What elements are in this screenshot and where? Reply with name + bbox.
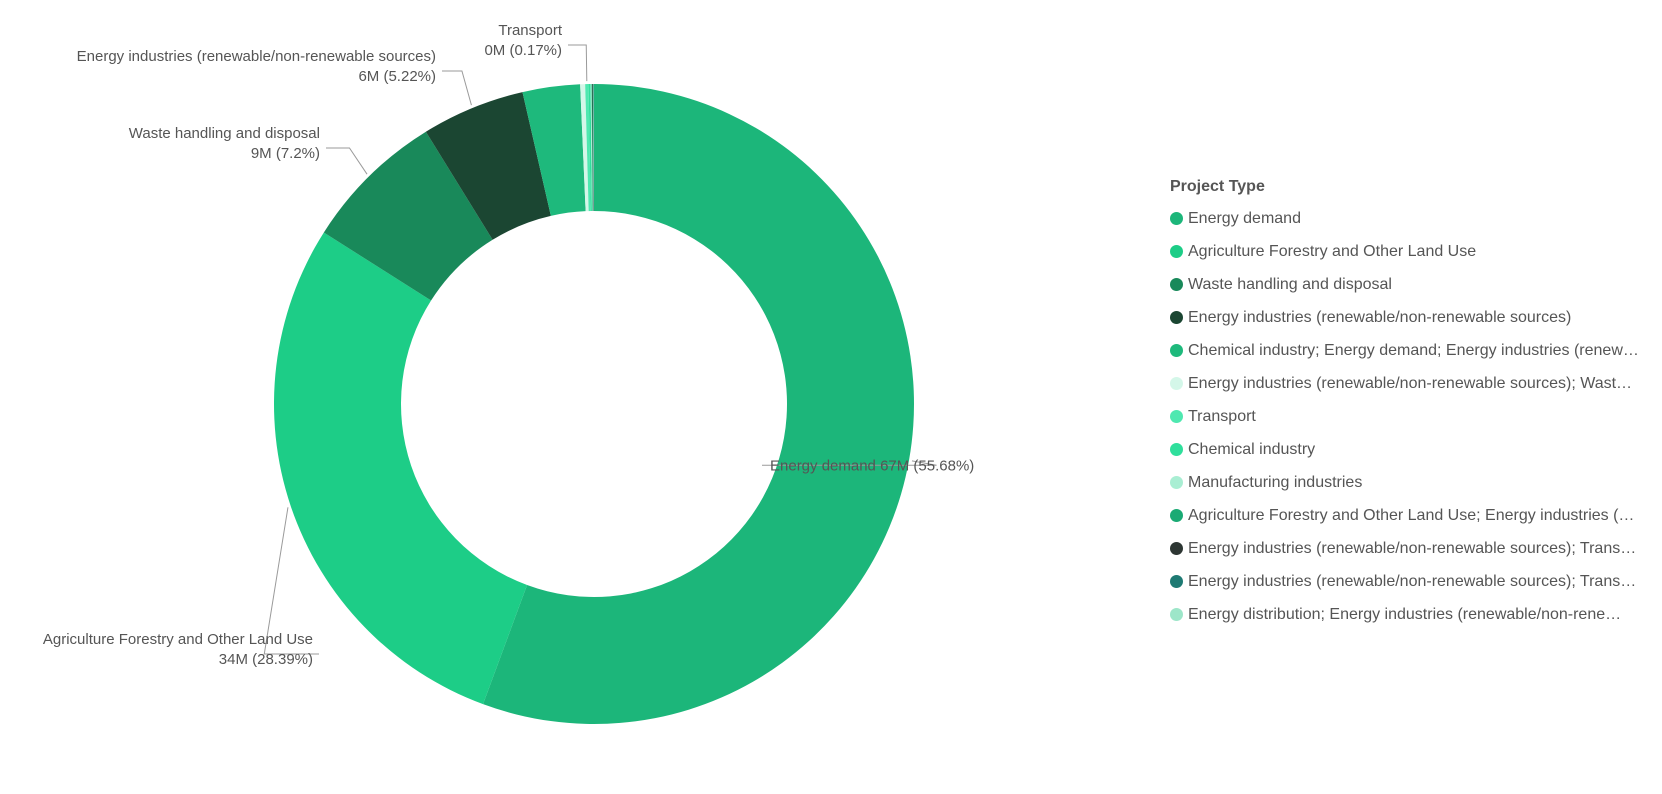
legend-item[interactable]: Manufacturing industries (1170, 466, 1650, 499)
slice-5[interactable] (580, 84, 589, 212)
donut-slices (274, 84, 914, 724)
slice-7[interactable] (588, 84, 592, 212)
leader-line-2 (326, 147, 368, 175)
legend-label: Transport (1188, 407, 1256, 425)
legend-item[interactable]: Energy industries (renewable/non-renewab… (1170, 301, 1650, 334)
leader-line-0 (762, 460, 937, 466)
legend-item[interactable]: Energy industries (renewable/non-renewab… (1170, 367, 1650, 400)
slice-9[interactable] (591, 84, 594, 212)
slice-labels: Energy demand 67M (55.68%) Agriculture Fo… (43, 22, 974, 668)
legend-item[interactable]: Energy demand (1170, 202, 1650, 235)
slice-label-1-name: Agriculture Forestry and Other Land Use (43, 631, 313, 648)
slice-label-0: Energy demand 67M (55.68%) (770, 457, 974, 474)
legend-label: Energy industries (renewable/non-renewab… (1188, 539, 1637, 557)
slice-1[interactable] (274, 232, 528, 705)
legend-item[interactable]: Waste handling and disposal (1170, 268, 1650, 301)
slice-label-2-value: 9M (7.2%) (251, 145, 320, 162)
legend-item[interactable]: Energy distribution; Energy industries (… (1170, 598, 1650, 631)
leader-line-3 (442, 70, 472, 106)
slice-0[interactable] (483, 84, 914, 724)
slice-label-1-value: 34M (28.39%) (219, 651, 313, 668)
slice-label-2-name: Waste handling and disposal (129, 125, 320, 142)
legend-label: Chemical industry; Energy demand; Energy… (1188, 341, 1639, 359)
legend-label: Energy industries (renewable/non-renewab… (1188, 572, 1637, 590)
legend-item[interactable]: Chemical industry (1170, 433, 1650, 466)
legend-label: Chemical industry (1188, 440, 1316, 458)
slice-2[interactable] (323, 131, 493, 301)
legend-swatch (1170, 377, 1183, 390)
legend-swatch (1170, 542, 1183, 555)
legend-label: Energy industries (renewable/non-renewab… (1188, 308, 1572, 326)
legend-item[interactable]: Chemical industry; Energy demand; Energy… (1170, 334, 1650, 367)
legend-swatch (1170, 410, 1183, 423)
legend-item[interactable]: Energy industries (renewable/non-renewab… (1170, 565, 1650, 598)
legend-label: Energy distribution; Energy industries (… (1188, 605, 1622, 623)
leader-lines (263, 44, 937, 655)
legend-label: Agriculture Forestry and Other Land Use;… (1188, 506, 1635, 524)
legend-label: Agriculture Forestry and Other Land Use (1188, 242, 1477, 260)
slice-6[interactable] (585, 84, 591, 212)
legend-swatch (1170, 443, 1183, 456)
slice-11[interactable] (592, 84, 594, 212)
legend-label: Energy industries (renewable/non-renewab… (1188, 374, 1633, 392)
slice-4[interactable] (522, 84, 586, 216)
leader-line-6 (568, 44, 588, 82)
legend-label: Waste handling and disposal (1188, 275, 1392, 293)
legend-swatch (1170, 245, 1183, 258)
leader-line-1 (263, 507, 319, 655)
legend-item[interactable]: Agriculture Forestry and Other Land Use;… (1170, 499, 1650, 532)
legend-swatch (1170, 608, 1183, 621)
legend-swatch (1170, 344, 1183, 357)
legend-swatch (1170, 212, 1183, 225)
slice-10[interactable] (592, 84, 594, 212)
legend-title: Project Type (1170, 178, 1265, 195)
legend-label: Manufacturing industries (1188, 473, 1363, 491)
slice-label-6-value: 0M (0.17%) (484, 42, 562, 59)
legend-swatch (1170, 311, 1183, 324)
slice-8[interactable] (590, 84, 593, 212)
slice-label-3-name: Energy industries (renewable/non-renewab… (77, 48, 436, 65)
slice-label-3-value: 6M (5.22%) (358, 68, 436, 85)
legend-label: Energy demand (1188, 209, 1301, 227)
legend: Project Type Energy demand Agriculture Fo… (1170, 178, 1650, 631)
legend-swatch (1170, 278, 1183, 291)
slice-3[interactable] (425, 92, 551, 240)
legend-swatch (1170, 509, 1183, 522)
legend-swatch (1170, 575, 1183, 588)
slice-label-6-name: Transport (498, 22, 562, 39)
legend-items: Energy demand Agriculture Forestry and Ot… (1170, 202, 1650, 631)
legend-item[interactable]: Agriculture Forestry and Other Land Use (1170, 235, 1650, 268)
legend-item[interactable]: Transport (1170, 400, 1650, 433)
legend-item[interactable]: Energy industries (renewable/non-renewab… (1170, 532, 1650, 565)
legend-swatch (1170, 476, 1183, 489)
